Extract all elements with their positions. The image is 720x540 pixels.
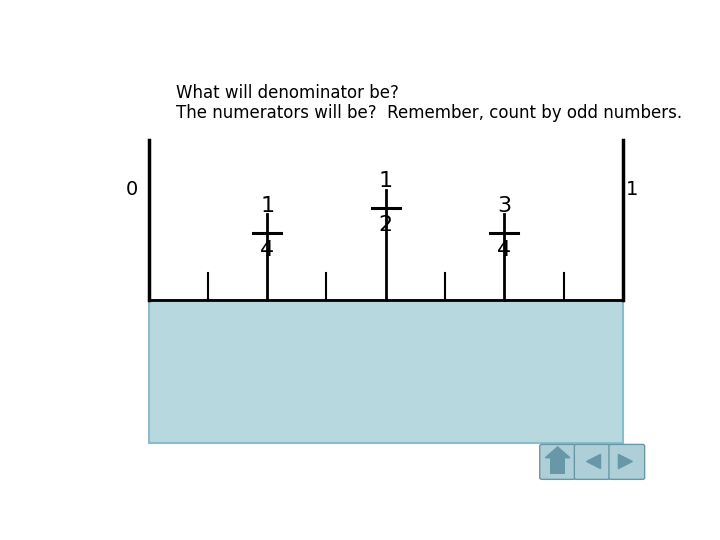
Bar [148,300,623,443]
Text: 2: 2 [379,215,393,235]
FancyBboxPatch shape [575,444,610,480]
Text: 1: 1 [260,196,274,216]
FancyBboxPatch shape [609,444,644,480]
Text: 3: 3 [498,196,511,216]
Polygon shape [545,447,570,458]
Polygon shape [618,454,632,469]
Text: 1: 1 [379,171,393,191]
Text: 1: 1 [626,180,639,199]
Text: 0: 0 [126,180,138,199]
Text: What will denominator be?: What will denominator be? [176,84,400,102]
Polygon shape [587,454,600,469]
Bar [550,456,565,474]
Text: 4: 4 [498,240,511,260]
Text: 4: 4 [260,240,274,260]
Text: The numerators will be?  Remember, count by odd numbers.: The numerators will be? Remember, count … [176,104,683,122]
FancyBboxPatch shape [540,444,575,480]
